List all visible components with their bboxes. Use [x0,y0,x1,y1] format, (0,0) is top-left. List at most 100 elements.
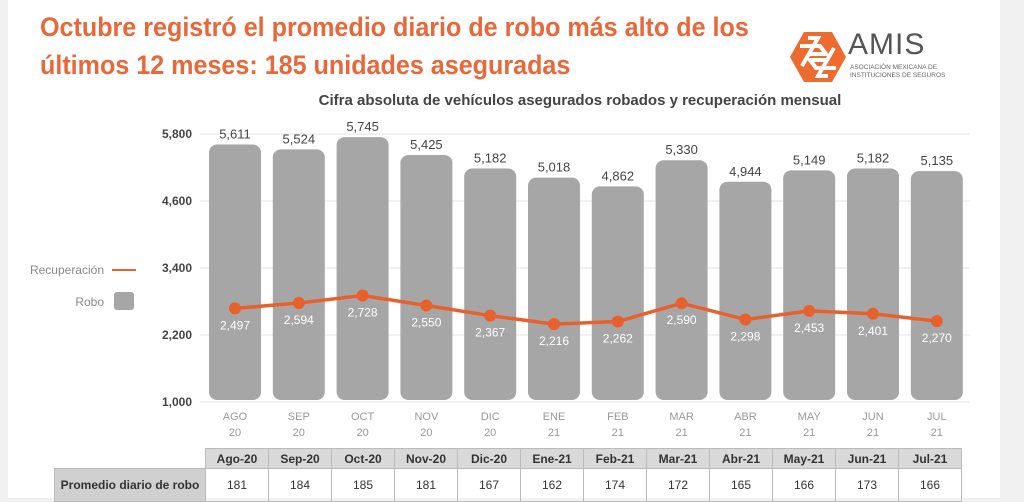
bar-data-label: 4,862 [602,168,635,183]
x-tick-label: 21 [931,427,943,439]
y-tick-label: 4,600 [162,194,192,208]
month-header: Ago-20 [205,448,269,469]
line-data-label: 2,497 [220,318,250,332]
month-header: Dic-20 [457,448,521,469]
line-data-label: 2,216 [539,334,569,348]
line-data-label: 2,262 [603,332,633,346]
line-data-label: 2,367 [475,326,505,340]
x-tick-label: SEP [288,411,310,423]
line-data-label: 2,401 [858,324,888,338]
daily-average-value: 162 [520,468,584,502]
bar-data-label: 5,611 [219,127,251,142]
bar-robo [719,181,772,400]
bar-robo [655,160,708,400]
x-tick-label: 21 [612,427,624,439]
line-data-label: 2,270 [922,331,952,345]
line-data-label: 2,453 [794,321,824,335]
x-tick-label: 21 [739,427,751,439]
line-point [803,304,816,317]
table-header-row: Ago-20 Sep-20 Oct-20 Nov-20 Dic-20 Ene-21 Feb-… [55,448,962,469]
bar-robo [336,137,389,400]
bar-robo [783,170,836,400]
month-header: Nov-20 [394,448,458,469]
month-header: Oct-20 [331,448,395,469]
line-point [420,299,433,312]
line-point [611,315,624,328]
daily-average-value: 181 [394,468,458,502]
x-tick-label: MAY [798,411,822,423]
daily-average-value: 166 [772,468,836,502]
line-recuperacion [234,293,937,326]
daily-average-value: 185 [331,468,395,502]
x-tick-label: JUN [862,411,883,423]
month-header: May-21 [772,448,836,469]
x-tick-label: FEB [607,411,628,423]
bar-robo [400,154,453,400]
x-tick-label: MAR [669,411,694,423]
x-tick-label: ENE [543,411,566,423]
y-tick-label: 1,000 [162,395,192,409]
bar-data-label: 5,182 [474,151,507,166]
daily-average-table: Ago-20 Sep-20 Oct-20 Nov-20 Dic-20 Ene-21 Feb-… [54,448,962,502]
amis-logo: AMIS ASOCIACIÓN MEXICANA DE INSTITUCIONE… [790,28,950,84]
bar-robo [847,168,899,400]
y-tick-label: 5,800 [162,127,192,141]
line-point [867,307,879,320]
line-point [229,302,241,315]
x-tick-label: 20 [229,427,241,439]
x-tick-label: 21 [675,427,687,439]
line-point [548,318,560,331]
line-data-label: 2,590 [667,313,697,327]
bar-data-label: 4,944 [729,164,762,179]
y-tick-label: 3,400 [162,261,192,275]
daily-average-value: 181 [205,468,269,502]
line-point [356,289,369,302]
month-header: Mar-21 [646,448,710,469]
x-tick-label: NOV [414,411,439,423]
line-data-label: 2,298 [730,330,760,344]
month-header: Ene-21 [520,448,584,469]
month-header: Abr-21 [709,448,773,469]
line-data-label: 2,550 [411,315,441,329]
y-tick-label: 2,200 [162,328,192,342]
line-point [739,313,752,326]
chart-title: Cifra absoluta de vehículos asegurados r… [318,92,842,109]
daily-average-value: 174 [583,468,647,502]
daily-average-value: 172 [646,468,710,502]
x-tick-label: JUL [927,411,947,423]
bar-data-label: 5,149 [793,152,826,167]
bar-robo [910,171,963,400]
logo-subtitle: ASOCIACIÓN MEXICANA DE INSTITUCIONES DE … [850,64,946,79]
month-header: Jun-21 [835,448,899,469]
bar-data-label: 5,018 [538,160,571,175]
month-header: Feb-21 [583,448,647,469]
slide-title: Octubre registró el promedio diario de r… [40,12,749,80]
x-tick-label: AGO [223,411,248,423]
bar-data-label: 5,182 [857,151,890,166]
line-point [675,297,688,310]
daily-average-value: 167 [457,468,521,502]
line-data-label: 2,728 [348,306,378,320]
x-tick-label: 20 [293,427,305,439]
amis-logo-icon [790,32,846,82]
bar-data-label: 5,330 [665,142,698,157]
bar-data-label: 5,135 [921,153,954,168]
daily-average-value: 166 [898,468,962,502]
row-label: Promedio diario de robo [54,468,206,502]
x-tick-label: 20 [484,427,496,439]
bar-robo [209,144,261,400]
legend-label-robo: Robo [75,295,104,309]
month-header: Sep-20 [268,448,332,469]
daily-average-value: 184 [268,468,332,502]
line-point [484,309,497,322]
table-row: Promedio diario de robo 181 184 185 181 167 16… [54,468,962,502]
x-tick-label: DIC [481,411,500,423]
x-tick-label: 20 [420,427,432,439]
x-tick-label: 21 [867,427,879,439]
bar-robo [272,149,325,400]
line-point [930,315,943,328]
x-tick-label: 21 [548,427,560,439]
bar-robo [528,177,580,400]
bar-robo [591,186,644,400]
